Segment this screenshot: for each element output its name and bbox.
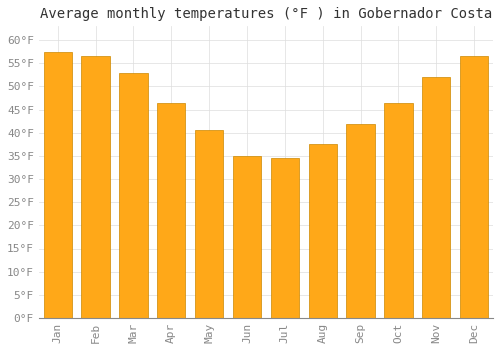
Bar bbox=[119, 72, 148, 318]
Bar bbox=[44, 52, 72, 318]
Bar bbox=[233, 156, 261, 318]
Bar bbox=[195, 131, 224, 318]
Bar bbox=[346, 124, 375, 318]
Bar bbox=[157, 103, 186, 318]
Bar bbox=[384, 103, 412, 318]
Bar bbox=[422, 77, 450, 318]
Bar bbox=[82, 56, 110, 318]
Bar bbox=[308, 144, 337, 318]
Bar bbox=[460, 56, 488, 318]
Bar bbox=[270, 158, 299, 318]
Title: Average monthly temperatures (°F ) in Gobernador Costa: Average monthly temperatures (°F ) in Go… bbox=[40, 7, 492, 21]
